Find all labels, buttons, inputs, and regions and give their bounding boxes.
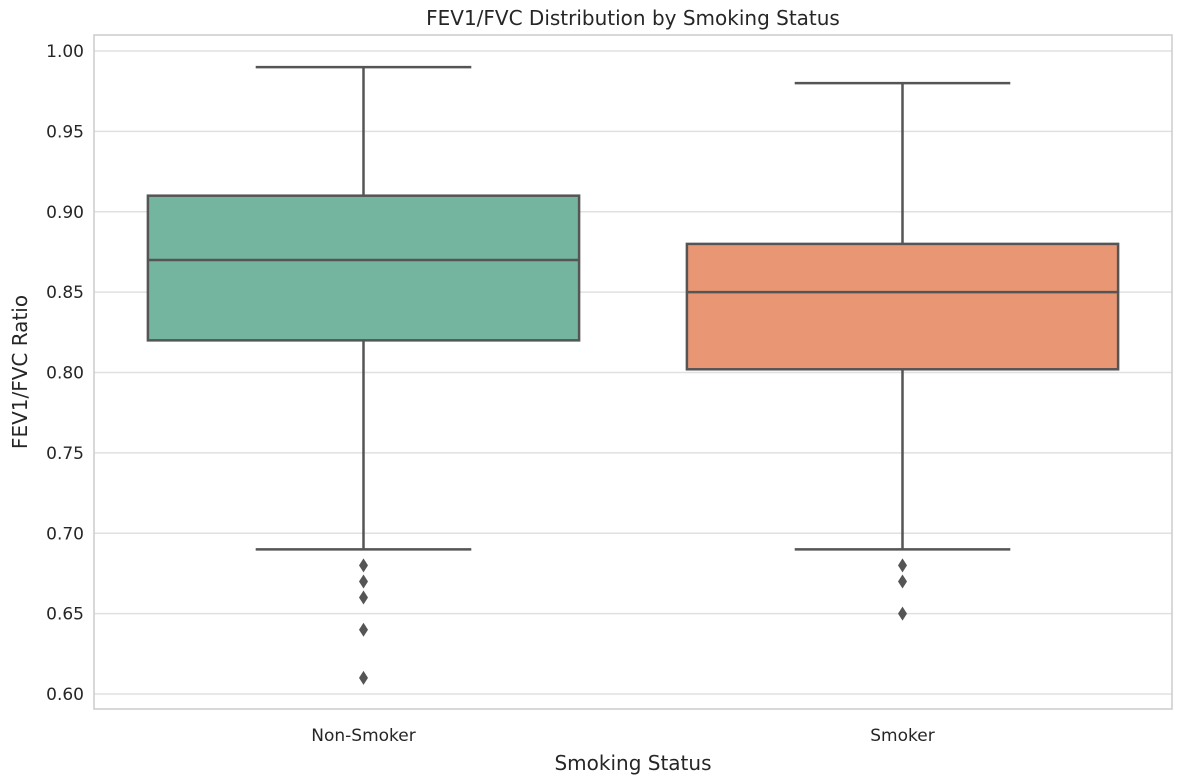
y-tick-label: 0.65	[46, 605, 84, 625]
outlier-point	[359, 622, 368, 637]
outlier-point	[359, 670, 368, 685]
box-group	[146, 65, 581, 685]
y-tick-label: 0.60	[46, 685, 84, 705]
box-iqr	[685, 242, 1120, 371]
outlier-point	[359, 590, 368, 605]
y-tick-label: 0.75	[46, 444, 84, 464]
outlier-point	[359, 574, 368, 589]
y-tick-label: 0.80	[46, 364, 84, 384]
y-tick-label: 1.00	[46, 42, 84, 62]
outlier-point	[898, 574, 907, 589]
outlier-point	[359, 558, 368, 573]
grid-lines	[94, 50, 1172, 695]
chart-title: FEV1/FVC Distribution by Smoking Status	[426, 6, 840, 30]
y-tick-label: 0.95	[46, 122, 84, 142]
y-tick-label: 0.85	[46, 283, 84, 303]
boxes-layer	[146, 65, 1120, 685]
y-axis-title: FEV1/FVC Ratio	[8, 295, 32, 449]
y-tick-label: 0.90	[46, 203, 84, 223]
box-group	[685, 81, 1120, 621]
outlier-point	[898, 606, 907, 621]
outlier-point	[898, 558, 907, 573]
y-tick-label: 0.70	[46, 524, 84, 544]
x-tick-labels: Non-Smoker Smoker	[311, 726, 934, 746]
x-tick-label: Non-Smoker	[311, 726, 415, 746]
x-axis-title: Smoking Status	[554, 751, 711, 775]
plot-area-frame	[93, 34, 1173, 710]
box-iqr	[146, 194, 581, 342]
x-tick-label: Smoker	[870, 726, 934, 746]
y-tick-labels: 0.60 0.65 0.70 0.75 0.80 0.85 0.90 0.95 1.00	[46, 42, 84, 705]
